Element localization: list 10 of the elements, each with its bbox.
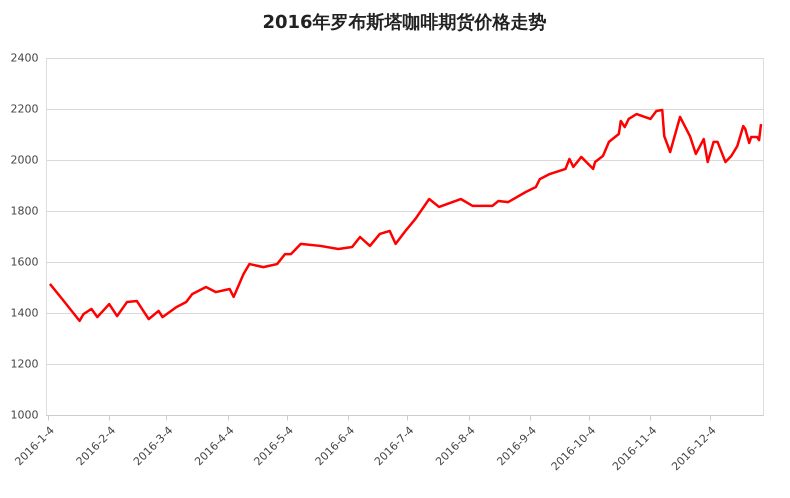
line-series (48, 108, 762, 322)
y-tick-label: 1800 (10, 204, 38, 218)
y-tick-label: 1200 (10, 358, 38, 370)
y-tick-label: 1000 (10, 408, 38, 422)
chart-title: 2016年罗布斯塔咖啡期货价格走势 (262, 12, 547, 33)
y-tick-label: 2400 (10, 52, 38, 64)
y-tick-label: 1400 (10, 306, 38, 320)
y-tick-label: 2200 (10, 102, 38, 116)
y-tick-label: 1600 (10, 256, 38, 268)
y-tick-label: 2000 (10, 154, 38, 166)
